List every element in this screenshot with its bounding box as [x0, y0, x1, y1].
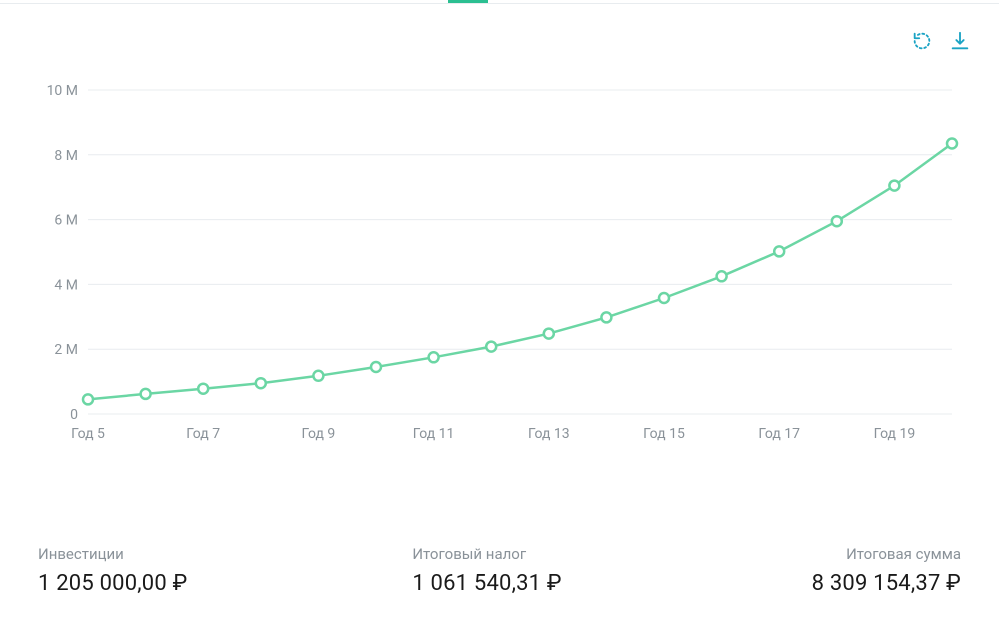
- summary-total-value: 8 309 154,37 ₽: [687, 571, 961, 596]
- summary-total: Итоговая сумма 8 309 154,37 ₽: [687, 545, 961, 596]
- x-tick-label: Год 17: [758, 426, 800, 442]
- series-marker: [889, 181, 899, 191]
- series-line: [88, 144, 952, 400]
- series-marker: [83, 394, 93, 404]
- y-tick-label: 8 M: [54, 148, 78, 164]
- series-marker: [486, 342, 496, 352]
- series-marker: [947, 139, 957, 149]
- summary-tax: Итоговый налог 1 061 540,31 ₽: [312, 545, 686, 596]
- series-marker: [717, 271, 727, 281]
- x-tick-label: Год 19: [874, 426, 916, 442]
- chart-toolbar: [911, 30, 971, 52]
- x-tick-label: Год 5: [71, 426, 105, 442]
- series-marker: [601, 312, 611, 322]
- series-marker: [256, 378, 266, 388]
- summary-tax-value: 1 061 540,31 ₽: [412, 571, 686, 596]
- y-tick-label: 10 M: [47, 83, 78, 99]
- refresh-icon[interactable]: [911, 30, 933, 52]
- y-tick-label: 0: [70, 407, 78, 423]
- summary-total-label: Итоговая сумма: [687, 545, 961, 563]
- series-marker: [774, 246, 784, 256]
- summary-investments-label: Инвестиции: [38, 545, 312, 563]
- summary-tax-label: Итоговый налог: [412, 545, 686, 563]
- y-tick-label: 2 M: [54, 342, 78, 358]
- series-marker: [371, 362, 381, 372]
- x-tick-label: Год 9: [302, 426, 336, 442]
- summary-row: Инвестиции 1 205 000,00 ₽ Итоговый налог…: [0, 545, 999, 596]
- download-icon[interactable]: [949, 30, 971, 52]
- series-marker: [141, 389, 151, 399]
- y-tick-label: 6 M: [54, 213, 78, 229]
- series-marker: [544, 329, 554, 339]
- x-tick-label: Год 13: [528, 426, 570, 442]
- x-tick-label: Год 15: [643, 426, 685, 442]
- x-tick-label: Год 7: [186, 426, 220, 442]
- x-tick-label: Год 11: [413, 426, 455, 442]
- top-divider: [0, 3, 999, 4]
- series-marker: [429, 352, 439, 362]
- growth-chart: 0 2 M 4 M 6 M 8 M 10 M Год 5 Год 7 Год 9 Год 11 Го…: [30, 80, 970, 460]
- series-marker: [198, 384, 208, 394]
- series-marker: [659, 293, 669, 303]
- y-tick-label: 4 M: [54, 277, 78, 293]
- summary-investments-value: 1 205 000,00 ₽: [38, 571, 312, 596]
- series-marker: [313, 371, 323, 381]
- series-marker: [832, 216, 842, 226]
- summary-investments: Инвестиции 1 205 000,00 ₽: [38, 545, 312, 596]
